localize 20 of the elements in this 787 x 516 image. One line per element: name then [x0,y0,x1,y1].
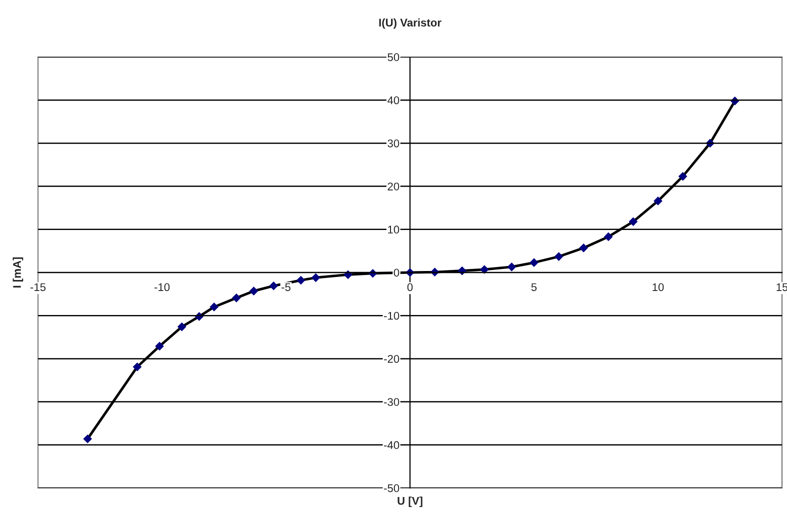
y-tick-label: 0 [394,268,400,277]
y-tick-label: 20 [388,182,400,190]
x-tick-label: -10 [154,283,170,292]
chart-title: I(U) Varistor [379,18,442,29]
x-tick-label: -5 [282,283,290,292]
y-tick-label: -40 [384,441,400,450]
x-tick-label: 5 [531,283,537,292]
y-tick-label: 50 [388,53,400,62]
y-tick-label: -50 [384,484,400,492]
y-tick-label: -10 [384,312,400,320]
x-tick-label: 0 [407,283,413,292]
x-tick-label: -15 [30,283,46,292]
y-tick-label: -30 [384,398,400,406]
y-tick-label: 40 [387,96,400,104]
y-tick-label: 10 [388,226,400,234]
y-axis-title: I [mA] [12,257,24,288]
x-tick-label: 10 [652,283,664,292]
y-tick-label: -20 [384,354,400,363]
y-tick-label: 30 [388,139,400,148]
x-axis-title: U [V] [398,496,422,507]
